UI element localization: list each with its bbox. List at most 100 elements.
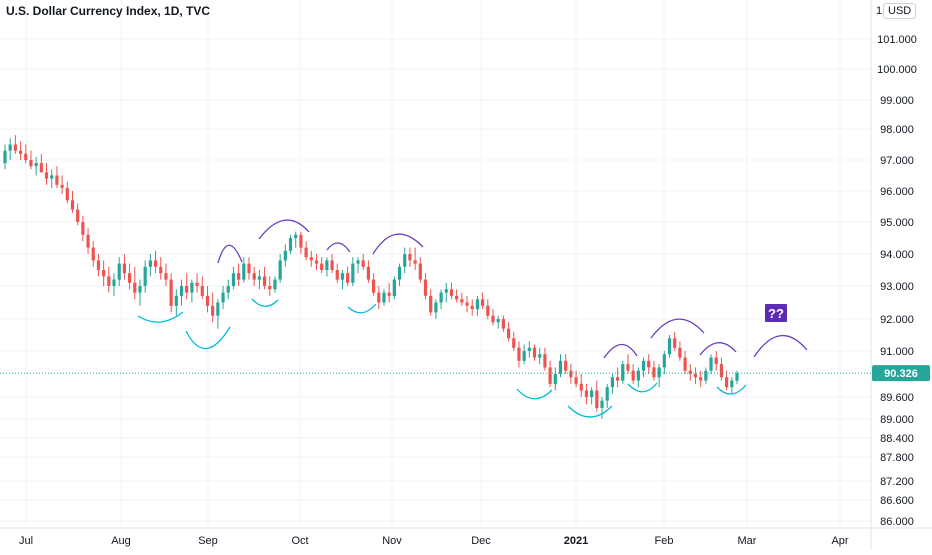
candle [444,282,448,303]
candle [320,257,324,274]
candle-body [704,370,708,381]
time-axis[interactable]: Jul Aug Sep Oct Nov Dec 2021 Feb Mar Apr [19,535,849,547]
currency-button[interactable]: USD [883,3,917,19]
time-tick-label: Mar [738,535,757,547]
candle [719,357,724,381]
candle [621,360,625,384]
candle [434,299,438,319]
candle [517,341,521,368]
candle [221,286,225,310]
candle-body [683,357,687,371]
candle-body [185,286,189,293]
price-tick-label: 91.000 [880,346,914,358]
candle [237,263,241,286]
candle [195,273,199,293]
cap-annotation [603,343,638,359]
candle-body [673,338,677,348]
price-axis[interactable]: 101.000 100.000 99.000 98.000 97.000 96.000 95… [876,5,917,528]
price-tick-label: 86.000 [880,516,914,528]
candle-body [418,263,422,280]
candle [211,292,215,323]
cup-annotation [716,384,747,395]
candle [584,383,589,405]
candle-body [330,260,334,270]
candle [117,257,121,286]
candle-body [460,299,464,303]
candle [247,257,251,280]
candle-body [569,370,573,378]
candle-body [449,289,454,296]
candle-body [413,260,417,264]
cap-annotation [326,242,351,253]
candle [439,289,443,310]
candle-body [574,377,578,384]
candle [268,276,272,296]
candle [631,364,635,384]
candle [491,309,495,326]
candle [735,370,739,384]
candle-body [278,260,282,280]
time-tick-label: Feb [655,535,674,547]
candle [486,299,490,319]
candle-body [3,150,7,164]
candle-body [382,292,386,303]
candle-body [641,360,646,371]
candle-body [237,273,241,280]
candle [340,270,345,290]
candle-body [564,360,568,371]
candle [564,354,568,374]
candle [283,244,287,267]
candle [465,295,469,313]
candle [683,351,687,374]
price-tick-label: 92.000 [880,314,914,326]
candle [455,289,459,303]
candle [413,247,417,270]
candle-body [590,390,594,397]
candle-body [506,328,511,339]
candle-body [29,160,33,167]
candle [55,166,59,188]
candle [429,289,433,316]
price-tick-label: 89.600 [880,392,914,404]
candle [185,273,189,300]
candle [423,273,428,300]
candle-body [283,250,287,261]
candle [159,257,163,280]
candle-body [626,364,630,371]
candle [226,279,230,300]
candle-body [138,286,142,293]
candle-body [221,292,225,303]
time-tick-label: Sep [198,535,218,547]
candle [257,270,261,290]
candle-body [314,260,319,264]
candle [481,292,485,310]
candle-body [179,286,184,296]
price-tick-label: 94.000 [880,249,914,261]
candle [382,289,386,306]
candle [179,279,184,306]
candle-body [340,273,345,280]
candle-body [60,184,64,188]
candle-body [50,175,54,179]
candle [314,254,319,270]
candle [169,273,173,313]
candle-body [735,373,739,381]
cup-annotation [627,382,658,393]
candle-body [148,260,152,267]
time-tick-label: Jul [19,535,33,547]
candle [704,367,708,384]
candle [65,181,69,204]
candle-body [605,387,609,401]
candle-body [730,380,734,388]
candle-body [309,257,313,261]
candle-body [76,209,80,222]
price-tick-label: 99.000 [880,95,914,107]
candle-body [200,286,204,296]
candle-body [693,374,698,378]
candle [615,367,620,388]
candle-body [294,234,298,238]
candle-body [558,360,563,374]
candle-body [512,338,516,348]
